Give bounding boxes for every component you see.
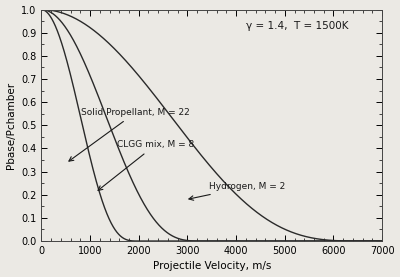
Text: Solid Propellant, M = 22: Solid Propellant, M = 22 <box>69 108 190 161</box>
Y-axis label: Pbase/Pchamber: Pbase/Pchamber <box>6 82 16 169</box>
Text: γ = 1.4,  T = 1500K: γ = 1.4, T = 1500K <box>246 21 348 31</box>
X-axis label: Projectile Velocity, m/s: Projectile Velocity, m/s <box>152 261 271 271</box>
Text: Hydrogen, M = 2: Hydrogen, M = 2 <box>189 182 286 200</box>
Text: CLGG mix, M = 8: CLGG mix, M = 8 <box>98 140 194 190</box>
